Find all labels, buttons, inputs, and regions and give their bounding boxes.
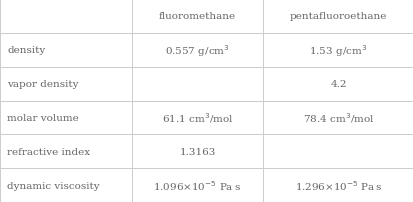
Text: 1.296×10$^{-5}$ Pa s: 1.296×10$^{-5}$ Pa s bbox=[294, 178, 382, 192]
Text: fluoromethane: fluoromethane bbox=[159, 12, 235, 21]
Text: 0.557 g/cm$^3$: 0.557 g/cm$^3$ bbox=[165, 43, 229, 58]
Text: 1.53 g/cm$^3$: 1.53 g/cm$^3$ bbox=[309, 43, 367, 58]
Text: dynamic viscosity: dynamic viscosity bbox=[7, 181, 100, 190]
Text: molar volume: molar volume bbox=[7, 113, 79, 122]
Text: vapor density: vapor density bbox=[7, 80, 79, 89]
Text: 78.4 cm$^3$/mol: 78.4 cm$^3$/mol bbox=[302, 111, 374, 125]
Text: 1.3163: 1.3163 bbox=[179, 147, 215, 156]
Text: density: density bbox=[7, 46, 45, 55]
Text: 4.2: 4.2 bbox=[330, 80, 346, 89]
Text: 1.096×10$^{-5}$ Pa s: 1.096×10$^{-5}$ Pa s bbox=[153, 178, 241, 192]
Text: 61.1 cm$^3$/mol: 61.1 cm$^3$/mol bbox=[161, 111, 233, 125]
Text: refractive index: refractive index bbox=[7, 147, 90, 156]
Text: pentafluoroethane: pentafluoroethane bbox=[289, 12, 387, 21]
